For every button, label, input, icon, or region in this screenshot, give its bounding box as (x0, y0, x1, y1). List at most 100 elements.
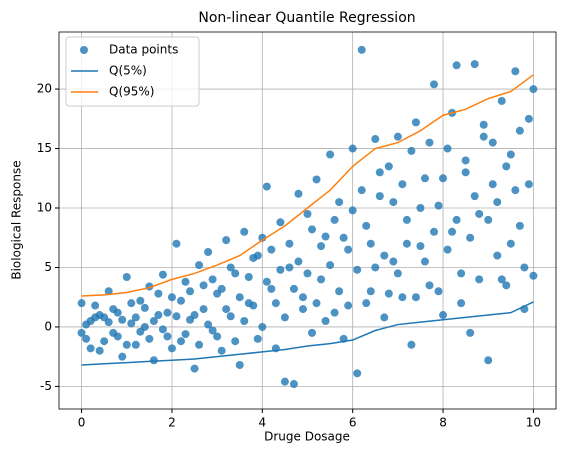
y-tick-label: 0 (44, 319, 52, 333)
data-point (208, 275, 217, 284)
data-point (240, 227, 249, 236)
data-point (91, 301, 100, 310)
data-point (484, 356, 493, 365)
data-point (488, 180, 497, 189)
data-point (95, 346, 104, 355)
data-point (77, 299, 86, 308)
data-point (308, 225, 317, 234)
data-point (330, 308, 339, 317)
y-tick-label: 10 (37, 201, 52, 215)
data-point (375, 192, 384, 201)
y-axis-label: Biological Response (10, 160, 24, 279)
data-point (217, 346, 226, 355)
data-point (366, 239, 375, 248)
data-point (497, 275, 506, 284)
data-point (366, 287, 375, 296)
data-point (353, 265, 362, 274)
data-point (136, 296, 145, 305)
data-point (285, 239, 294, 248)
data-point (172, 239, 181, 248)
data-point (330, 215, 339, 224)
data-point (461, 168, 470, 177)
data-point (149, 356, 158, 365)
data-point (524, 114, 533, 123)
data-point (262, 182, 271, 191)
data-point (294, 257, 303, 266)
data-point (118, 352, 127, 361)
data-point (493, 251, 502, 260)
data-point (149, 316, 158, 325)
data-point (294, 189, 303, 198)
data-point (484, 215, 493, 224)
data-point (425, 138, 434, 147)
data-point (344, 245, 353, 254)
data-point (407, 146, 416, 155)
legend-marker (80, 46, 88, 54)
data-point (244, 272, 253, 281)
data-point (457, 269, 466, 278)
legend-label: Q(5%) (109, 64, 147, 78)
quantile-line (81, 74, 534, 297)
data-point (461, 156, 470, 165)
legend: Data points Q(5%) Q(95%) (65, 36, 200, 107)
data-point (303, 209, 312, 218)
data-point (235, 293, 244, 302)
data-point (443, 245, 452, 254)
data-point (172, 312, 181, 321)
data-point (82, 334, 91, 343)
data-point (407, 340, 416, 349)
data-point (109, 305, 118, 314)
data-point (280, 313, 289, 322)
data-point (190, 364, 199, 373)
data-point (267, 245, 276, 254)
data-point (289, 284, 298, 293)
data-point (443, 144, 452, 153)
data-point (82, 320, 91, 329)
data-point (95, 311, 104, 320)
data-point (416, 204, 425, 213)
data-point (371, 135, 380, 144)
data-point (420, 174, 429, 183)
data-point (389, 257, 398, 266)
data-point (154, 311, 163, 320)
data-point (398, 293, 407, 302)
data-point (515, 221, 524, 230)
x-tick-label: 4 (258, 416, 266, 430)
data-point (276, 265, 285, 274)
data-point (384, 162, 393, 171)
data-point (479, 132, 488, 141)
data-point (439, 174, 448, 183)
plot-frame (58, 31, 557, 410)
x-tick-label: 8 (439, 416, 447, 430)
data-point (285, 263, 294, 272)
data-point (488, 138, 497, 147)
data-point (154, 289, 163, 298)
data-point (235, 360, 244, 369)
x-tick-label: 10 (526, 416, 541, 430)
data-point (502, 162, 511, 171)
data-point (213, 332, 222, 341)
data-point (384, 289, 393, 298)
quantile-line (81, 301, 534, 366)
data-point (204, 320, 213, 329)
data-point (434, 201, 443, 210)
data-point (448, 227, 457, 236)
data-point (104, 287, 113, 296)
data-point (167, 344, 176, 353)
data-point (104, 318, 113, 327)
data-point (308, 328, 317, 337)
data-point (430, 227, 439, 236)
data-point (131, 340, 140, 349)
data-point (502, 281, 511, 290)
data-point (416, 242, 425, 251)
data-point (326, 261, 335, 270)
data-point (195, 340, 204, 349)
data-point (430, 80, 439, 89)
data-point (380, 251, 389, 260)
data-point (452, 215, 461, 224)
data-point (276, 218, 285, 227)
data-point (222, 305, 231, 314)
data-point (226, 263, 235, 272)
data-point (271, 299, 280, 308)
data-point (231, 337, 240, 346)
